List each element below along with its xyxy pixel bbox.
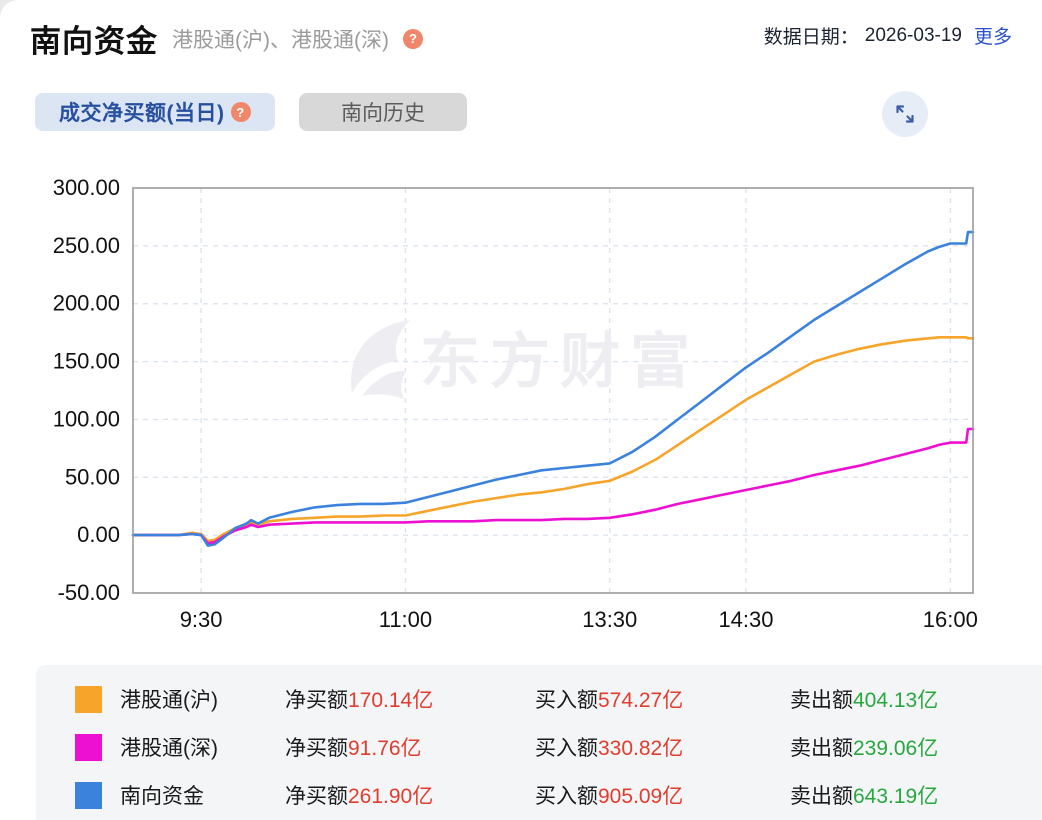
hk-sz-swatch [75, 733, 102, 761]
series-line-南向资金 [131, 230, 975, 547]
tab-net-buy-today[interactable]: 成交净买额(当日) ? [35, 93, 275, 131]
sell-value: 643.19亿 [853, 785, 939, 808]
buy-cell: 买入额574.27亿 [535, 684, 790, 714]
subtitle-help-icon[interactable]: ? [402, 28, 423, 49]
sell-value: 239.06亿 [853, 737, 939, 760]
sell-label: 卖出额 [790, 689, 853, 712]
series-cell: 港股通(深) [75, 732, 285, 762]
sell-label: 卖出额 [790, 785, 853, 808]
legend-row-southbound: 南向资金 净买额261.90亿 买入额905.09亿 卖出额643.19亿 [36, 771, 1042, 819]
series-cell: 港股通(沪) [75, 684, 285, 714]
buy-label: 买入额 [535, 785, 598, 808]
buy-label: 买入额 [535, 689, 598, 712]
plot-border [132, 187, 974, 594]
series-line-港股通(深) [131, 427, 975, 545]
net-label: 净买额 [285, 737, 348, 760]
header: 南向资金 港股通(沪)、港股通(深) ? 数据日期： 2026-03-19 更多 [30, 16, 1012, 61]
net-value: 170.14亿 [348, 689, 434, 712]
tab-help-icon[interactable]: ? [230, 102, 251, 122]
y-axis-label: 150.00 [53, 349, 120, 374]
expand-arrows-icon [896, 105, 914, 123]
x-axis-label: 16:00 [923, 607, 978, 632]
net-label: 净买额 [285, 689, 348, 712]
net-buy-cell: 净买额91.76亿 [285, 732, 535, 762]
buy-cell: 买入额905.09亿 [535, 780, 790, 810]
title-group: 南向资金 港股通(沪)、港股通(深) ? [30, 16, 423, 61]
sell-cell: 卖出额404.13亿 [790, 684, 1042, 714]
tab-net-buy-label: 成交净买额(当日) [59, 102, 225, 125]
net-buy-cell: 净买额170.14亿 [285, 684, 535, 714]
sell-cell: 卖出额643.19亿 [790, 780, 1042, 810]
page-subtitle: 港股通(沪)、港股通(深) [172, 28, 389, 52]
chart-series [131, 230, 975, 547]
sell-cell: 卖出额239.06亿 [790, 732, 1042, 762]
data-date: 数据日期： 2026-03-19 更多 [764, 22, 1012, 49]
watermark: 东方财富 [351, 320, 700, 399]
legend-row-hk-sh: 港股通(沪) 净买额170.14亿 买入额574.27亿 卖出额404.13亿 [36, 675, 1042, 723]
net-value: 91.76亿 [348, 737, 422, 760]
x-axis-label: 9:30 [180, 607, 223, 632]
buy-label: 买入额 [535, 737, 598, 760]
tab-row: 成交净买额(当日) ? 南向历史 [35, 91, 1012, 137]
chart-grid [133, 188, 973, 593]
net-value: 261.90亿 [348, 785, 434, 808]
chart-axes: 300.00 250.00 200.00 150.00 100.00 50.00 0.00 -… [53, 175, 978, 632]
series-name: 港股通(沪) [120, 689, 218, 712]
page-title: 南向资金 [30, 24, 158, 59]
hk-sh-swatch [75, 685, 102, 713]
watermark-text: 东方财富 [420, 328, 700, 395]
y-axis-label: 300.00 [53, 175, 120, 200]
x-axis-label: 14:30 [718, 607, 773, 632]
series-cell: 南向资金 [75, 780, 285, 810]
x-axis-label: 11:00 [379, 607, 432, 632]
sell-label: 卖出额 [790, 737, 853, 760]
x-axis-label: 13:30 [582, 607, 637, 632]
series-name: 港股通(深) [120, 737, 218, 760]
more-link[interactable]: 更多 [973, 27, 1012, 48]
expand-button[interactable] [882, 91, 928, 137]
net-buy-cell: 净买额261.90亿 [285, 780, 535, 810]
date-value: 2026-03-19 [864, 24, 962, 46]
sell-value: 404.13亿 [853, 689, 939, 712]
southbound-swatch [75, 781, 102, 809]
date-label: 数据日期： [763, 27, 859, 48]
legend-panel: 港股通(沪) 净买额170.14亿 买入额574.27亿 卖出额404.13亿 … [36, 665, 1042, 820]
tab-southbound-history[interactable]: 南向历史 [298, 93, 467, 131]
y-axis-label: -50.00 [58, 580, 120, 605]
y-axis-label: 0.00 [77, 522, 120, 547]
buy-value: 905.09亿 [598, 785, 684, 808]
y-axis-label: 250.00 [53, 233, 120, 258]
legend-row-hk-sz: 港股通(深) 净买额91.76亿 买入额330.82亿 卖出额239.06亿 [36, 723, 1042, 771]
buy-value: 330.82亿 [598, 737, 684, 760]
tab-history-label: 南向历史 [340, 102, 425, 125]
buy-cell: 买入额330.82亿 [535, 732, 790, 762]
net-label: 净买额 [285, 785, 348, 808]
watermark-logo [351, 320, 410, 399]
y-axis-label: 200.00 [53, 291, 120, 316]
intraday-line-chart: 东方财富 300.00 250.00 200.00 150.00 100.00 50.00… [53, 175, 978, 632]
y-axis-label: 50.00 [65, 464, 120, 489]
y-axis-label: 100.00 [53, 406, 120, 431]
buy-value: 574.27亿 [598, 689, 684, 712]
series-name: 南向资金 [120, 785, 204, 808]
